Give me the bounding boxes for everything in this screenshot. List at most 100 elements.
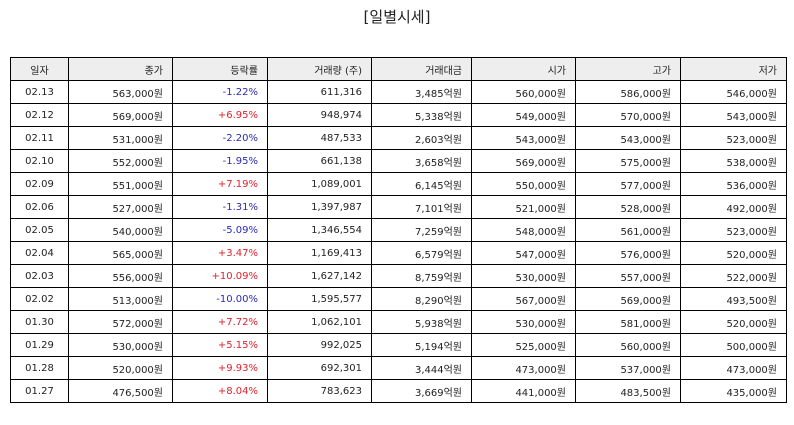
volume-cell: 661,138 — [267, 149, 372, 173]
low-price-cell: 500,000원 — [680, 333, 787, 357]
close-price-cell: 527,000원 — [68, 195, 173, 219]
open-price-cell: 549,000원 — [471, 103, 576, 127]
date-cell: 01.30 — [10, 310, 69, 334]
volume-cell: 1,595,577 — [267, 287, 372, 311]
volume-cell: 783,623 — [267, 379, 372, 403]
change-rate-cell: +10.09% — [172, 264, 268, 288]
trade-amount-cell: 2,603억원 — [371, 126, 472, 150]
trade-amount-cell: 5,938억원 — [371, 310, 472, 334]
open-price-cell: 547,000원 — [471, 241, 576, 265]
close-price-cell: 513,000원 — [68, 287, 173, 311]
close-price-cell: 552,000원 — [68, 149, 173, 173]
date-cell: 02.10 — [10, 149, 69, 173]
high-price-cell: 537,000원 — [575, 356, 681, 380]
date-cell: 02.09 — [10, 172, 69, 196]
volume-cell: 487,533 — [267, 126, 372, 150]
column-header-high: 고가 — [575, 57, 681, 81]
open-price-cell: 567,000원 — [471, 287, 576, 311]
trade-amount-cell: 7,101억원 — [371, 195, 472, 219]
column-header-change: 등락률 — [172, 57, 268, 81]
low-price-cell: 523,000원 — [680, 126, 787, 150]
open-price-cell: 548,000원 — [471, 218, 576, 242]
open-price-cell: 530,000원 — [471, 264, 576, 288]
change-rate-cell: +8.04% — [172, 379, 268, 403]
table-row: 02.11 531,000원 -2.20% 487,533 2,603억원 543,000… — [10, 126, 787, 150]
open-price-cell: 525,000원 — [471, 333, 576, 357]
trade-amount-cell: 7,259억원 — [371, 218, 472, 242]
low-price-cell: 522,000원 — [680, 264, 787, 288]
column-header-open: 시가 — [471, 57, 576, 81]
volume-cell: 948,974 — [267, 103, 372, 127]
low-price-cell: 546,000원 — [680, 80, 787, 104]
table-row: 02.06 527,000원 -1.31% 1,397,987 7,101억원 521,0… — [10, 195, 787, 219]
table-row: 02.03 556,000원 +10.09% 1,627,142 8,759억원 530,… — [10, 264, 787, 288]
volume-cell: 1,346,554 — [267, 218, 372, 242]
volume-cell: 1,397,987 — [267, 195, 372, 219]
table-row: 02.04 565,000원 +3.47% 1,169,413 6,579억원 547,0… — [10, 241, 787, 265]
high-price-cell: 560,000원 — [575, 333, 681, 357]
open-price-cell: 569,000원 — [471, 149, 576, 173]
date-cell: 02.05 — [10, 218, 69, 242]
table-row: 01.28 520,000원 +9.93% 692,301 3,444억원 473,000… — [10, 356, 787, 380]
date-cell: 02.02 — [10, 287, 69, 311]
trade-amount-cell: 5,194억원 — [371, 333, 472, 357]
close-price-cell: 476,500원 — [68, 379, 173, 403]
high-price-cell: 570,000원 — [575, 103, 681, 127]
change-rate-cell: +3.47% — [172, 241, 268, 265]
table-row: 01.27 476,500원 +8.04% 783,623 3,669억원 441,000… — [10, 379, 787, 403]
change-rate-cell: +7.72% — [172, 310, 268, 334]
low-price-cell: 473,000원 — [680, 356, 787, 380]
page-title: [일별시세] — [363, 8, 431, 26]
date-cell: 01.29 — [10, 333, 69, 357]
change-rate-cell: +7.19% — [172, 172, 268, 196]
column-header-amount: 거래대금 — [371, 57, 472, 81]
change-rate-cell: -2.20% — [172, 126, 268, 150]
table-row: 01.29 530,000원 +5.15% 992,025 5,194억원 525,000… — [10, 333, 787, 357]
low-price-cell: 492,000원 — [680, 195, 787, 219]
close-price-cell: 565,000원 — [68, 241, 173, 265]
high-price-cell: 543,000원 — [575, 126, 681, 150]
open-price-cell: 441,000원 — [471, 379, 576, 403]
open-price-cell: 530,000원 — [471, 310, 576, 334]
high-price-cell: 569,000원 — [575, 287, 681, 311]
open-price-cell: 473,000원 — [471, 356, 576, 380]
open-price-cell: 543,000원 — [471, 126, 576, 150]
date-cell: 02.12 — [10, 103, 69, 127]
trade-amount-cell: 3,669억원 — [371, 379, 472, 403]
date-cell: 02.13 — [10, 80, 69, 104]
volume-cell: 1,169,413 — [267, 241, 372, 265]
change-rate-cell: -1.22% — [172, 80, 268, 104]
table-row: 01.30 572,000원 +7.72% 1,062,101 5,938억원 530,0… — [10, 310, 787, 334]
high-price-cell: 528,000원 — [575, 195, 681, 219]
low-price-cell: 523,000원 — [680, 218, 787, 242]
date-cell: 02.06 — [10, 195, 69, 219]
column-header-close: 종가 — [68, 57, 173, 81]
table-row: 02.02 513,000원 -10.00% 1,595,577 8,290억원 567,… — [10, 287, 787, 311]
volume-cell: 692,301 — [267, 356, 372, 380]
change-rate-cell: +5.15% — [172, 333, 268, 357]
close-price-cell: 551,000원 — [68, 172, 173, 196]
low-price-cell: 543,000원 — [680, 103, 787, 127]
low-price-cell: 493,500원 — [680, 287, 787, 311]
close-price-cell: 520,000원 — [68, 356, 173, 380]
open-price-cell: 521,000원 — [471, 195, 576, 219]
table-row: 02.13 563,000원 -1.22% 611,316 3,485억원 560,000… — [10, 80, 787, 104]
trade-amount-cell: 3,444억원 — [371, 356, 472, 380]
daily-price-table: 일자 종가 등락률 거래량 (주) 거래대금 시가 고가 저가 02.13 563… — [10, 57, 787, 403]
change-rate-cell: -1.95% — [172, 149, 268, 173]
column-header-volume: 거래량 (주) — [267, 57, 372, 81]
table-header-row: 일자 종가 등락률 거래량 (주) 거래대금 시가 고가 저가 — [10, 57, 787, 81]
volume-cell: 1,627,142 — [267, 264, 372, 288]
date-cell: 02.03 — [10, 264, 69, 288]
volume-cell: 611,316 — [267, 80, 372, 104]
trade-amount-cell: 8,759억원 — [371, 264, 472, 288]
table-row: 02.05 540,000원 -5.09% 1,346,554 7,259억원 548,0… — [10, 218, 787, 242]
low-price-cell: 538,000원 — [680, 149, 787, 173]
high-price-cell: 577,000원 — [575, 172, 681, 196]
high-price-cell: 581,000원 — [575, 310, 681, 334]
open-price-cell: 560,000원 — [471, 80, 576, 104]
change-rate-cell: -1.31% — [172, 195, 268, 219]
trade-amount-cell: 3,485억원 — [371, 80, 472, 104]
close-price-cell: 530,000원 — [68, 333, 173, 357]
trade-amount-cell: 6,145억원 — [371, 172, 472, 196]
